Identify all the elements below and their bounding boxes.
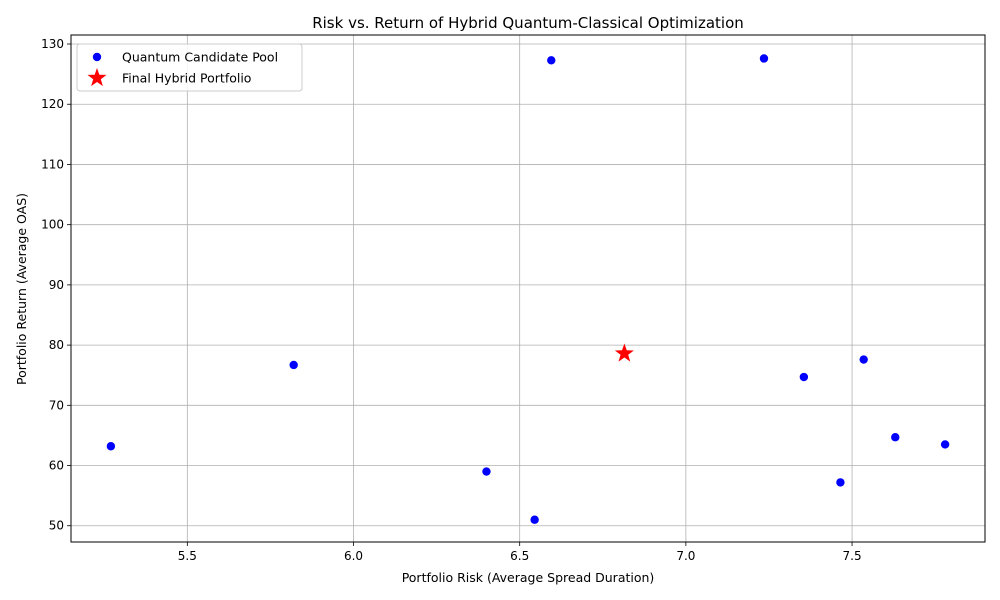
x-tick-label: 6.5 — [510, 549, 529, 563]
legend-label: Quantum Candidate Pool — [122, 50, 278, 65]
legend-box — [76, 43, 303, 92]
x-tick-label: 5.5 — [178, 549, 197, 563]
candidate-point — [482, 467, 491, 476]
y-axis: 50 60 70 80 90 100 110 120 130 — [41, 37, 71, 533]
y-tick-label: 80 — [49, 338, 64, 352]
x-tick-label: 6.0 — [344, 549, 363, 563]
grid-lines — [71, 35, 985, 542]
y-tick-label: 100 — [41, 218, 64, 232]
candidate-point — [759, 54, 769, 63]
candidate-point — [891, 433, 900, 442]
y-tick-label: 130 — [41, 37, 64, 51]
x-tick-label: 7.5 — [843, 549, 862, 563]
candidate-point — [836, 478, 845, 487]
candidate-point — [799, 372, 809, 382]
candidate-point — [859, 355, 868, 364]
candidate-point — [940, 440, 950, 449]
legend-star-marker — [87, 68, 107, 87]
candidate-point — [530, 515, 539, 524]
y-axis-label: Portfolio Return (Average OAS) — [14, 193, 29, 385]
x-axis-label: Portfolio Risk (Average Spread Duration) — [402, 570, 655, 585]
y-tick-label: 70 — [49, 398, 64, 412]
legend-label: Final Hybrid Portfolio — [122, 71, 251, 86]
chart-title: Risk vs. Return of Hybrid Quantum-Classi… — [312, 14, 744, 32]
final-portfolio-star — [614, 343, 634, 362]
y-tick-label: 90 — [49, 278, 64, 292]
y-tick-label: 60 — [49, 459, 64, 473]
y-tick-label: 110 — [41, 157, 64, 171]
x-tick-label: 7.0 — [676, 549, 695, 563]
candidate-point — [106, 442, 116, 451]
x-axis: 5.5 6.0 6.5 7.0 7.5 — [178, 542, 862, 563]
y-tick-label: 50 — [49, 519, 64, 533]
candidate-point — [289, 360, 298, 370]
legend: Quantum Candidate Pool Final Hybrid Portf… — [76, 43, 303, 92]
data-points — [106, 54, 950, 524]
plot-frame — [70, 34, 986, 543]
y-tick-label: 120 — [41, 97, 64, 111]
candidate-point — [547, 56, 556, 65]
legend-circle-marker — [92, 52, 102, 62]
